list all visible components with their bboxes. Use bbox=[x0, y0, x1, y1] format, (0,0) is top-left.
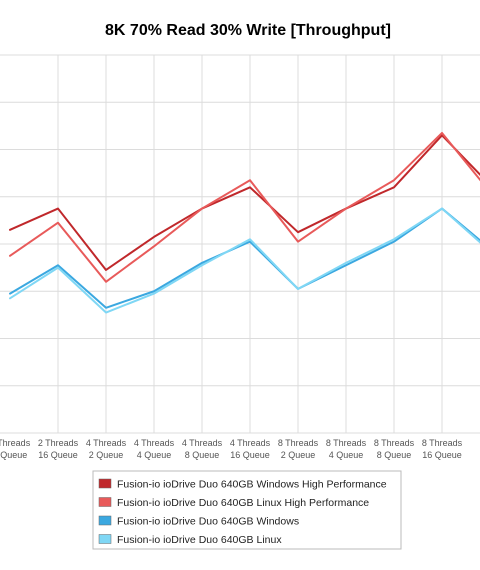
legend-label: Fusion-io ioDrive Duo 640GB Linux bbox=[117, 534, 282, 546]
x-tick-label: 2 Queue bbox=[0, 450, 27, 460]
x-tick-label: 8 Threads bbox=[422, 438, 463, 448]
x-tick-label: 2 Threads bbox=[38, 438, 79, 448]
x-tick-label: 2 Queue bbox=[89, 450, 124, 460]
x-tick-label: 4 Threads bbox=[86, 438, 127, 448]
x-tick-label: 16 Queue bbox=[230, 450, 270, 460]
series-line-1 bbox=[9, 131, 480, 283]
legend-swatch bbox=[98, 534, 112, 544]
x-tick-label: 4 Queue bbox=[329, 450, 364, 460]
x-tick-label: 8 Queue bbox=[377, 450, 412, 460]
x-tick-label: 8 Threads bbox=[374, 438, 415, 448]
series-line-3 bbox=[9, 207, 480, 314]
x-tick-label: 4 Threads bbox=[134, 438, 175, 448]
x-tick-label: 2 Queue bbox=[281, 450, 316, 460]
legend-swatch bbox=[98, 515, 112, 526]
legend-label: Fusion-io ioDrive Duo 640GB Linux High P… bbox=[117, 497, 369, 509]
x-tick-label: 8 Threads bbox=[278, 438, 319, 448]
legend-label: Fusion-io ioDrive Duo 640GB Windows High… bbox=[117, 479, 387, 491]
grid bbox=[0, 54, 480, 434]
x-tick-label: 4 Threads bbox=[182, 438, 223, 448]
legend-box bbox=[92, 470, 402, 550]
x-tick-label: 4 Threads bbox=[230, 438, 271, 448]
x-tick-label: 8 Queue bbox=[185, 450, 220, 460]
x-tick-label: 16 Queue bbox=[422, 450, 462, 460]
x-axis-ticks: 2 Threads 2 Queue 2 Threads 16 Queue 4 Threa… bbox=[0, 438, 463, 460]
x-tick-label: 8 Threads bbox=[326, 438, 367, 448]
x-tick-label: 4 Queue bbox=[137, 450, 172, 460]
legend-label: Fusion-io ioDrive Duo 640GB Windows bbox=[117, 516, 299, 528]
legend: Fusion-io ioDrive Duo 640GB Windows High… bbox=[92, 470, 402, 550]
x-tick-label: 2 Threads bbox=[0, 438, 31, 448]
series-line-2 bbox=[9, 207, 480, 309]
legend-swatch bbox=[98, 497, 112, 507]
chart-title: 8K 70% Read 30% Write [Throughput] bbox=[105, 22, 391, 39]
legend-swatch bbox=[98, 478, 112, 489]
x-tick-label: 16 Queue bbox=[38, 450, 78, 460]
series-lines bbox=[9, 131, 480, 314]
series-line-0 bbox=[9, 134, 480, 271]
